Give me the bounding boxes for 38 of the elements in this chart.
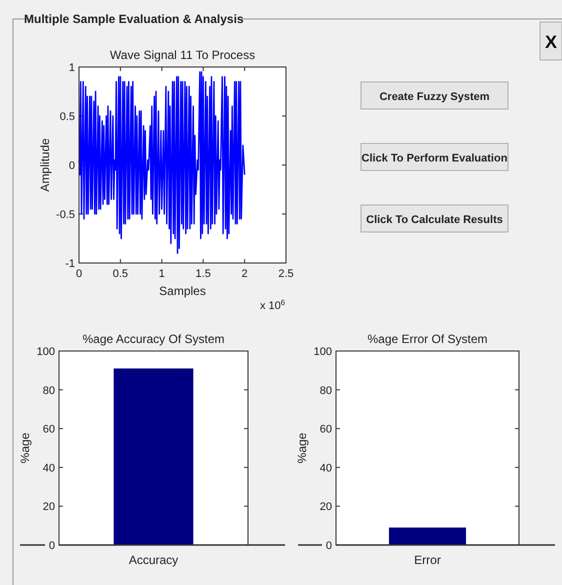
- x-tick-label: 1.5: [196, 268, 211, 280]
- chart-title: %age Error Of System: [367, 332, 488, 346]
- x-tick-label: 2: [242, 268, 248, 280]
- y-tick-label: 80: [42, 384, 55, 397]
- x-tick-label: Accuracy: [128, 553, 178, 567]
- y-tick-label: 40: [320, 462, 332, 474]
- y-tick-label: 1: [68, 62, 75, 74]
- y-axis-title: Amplitude: [38, 138, 52, 192]
- x-tick-label: Error: [414, 553, 441, 567]
- y-axis-title: %age: [295, 432, 309, 464]
- y-tick-label: 80: [320, 384, 332, 397]
- chart-title: %age Accuracy Of System: [82, 332, 225, 346]
- text: Multiple Sample Evaluation & Analysis: [24, 12, 244, 26]
- y-tick-label: 20: [42, 501, 55, 514]
- text: X: [544, 32, 558, 52]
- text: Click To Perform Evaluation: [362, 152, 508, 164]
- y-tick-label: 100: [314, 346, 332, 358]
- y-tick-label: 20: [320, 501, 332, 514]
- x-tick-label: 0.5: [112, 268, 128, 280]
- y-tick-label: -1: [65, 258, 75, 270]
- y-tick-label: 0: [68, 160, 75, 172]
- x-tick-label: 1: [158, 268, 165, 280]
- y-tick-label: 60: [320, 424, 332, 436]
- y-tick-label: 100: [36, 346, 55, 358]
- y-tick-label: 40: [42, 462, 55, 474]
- y-tick-label: 60: [42, 424, 55, 436]
- chart-title: Wave Signal 11 To Process: [110, 48, 256, 62]
- x-tick-label: 2.5: [278, 268, 294, 280]
- text: Create Fuzzy System: [379, 91, 490, 103]
- y-tick-label: 0.5: [60, 111, 75, 123]
- x-axis-title: Samples: [159, 284, 206, 298]
- y-tick-label: -0.5: [56, 209, 75, 221]
- line-series: [78, 71, 246, 254]
- text: x 10$^{6}$: [260, 298, 286, 312]
- text: Click To Calculate Results: [366, 214, 503, 226]
- y-axis-title: %age: [18, 432, 32, 464]
- y-tick-label: 0: [326, 540, 332, 552]
- y-tick-label: 0: [48, 540, 55, 552]
